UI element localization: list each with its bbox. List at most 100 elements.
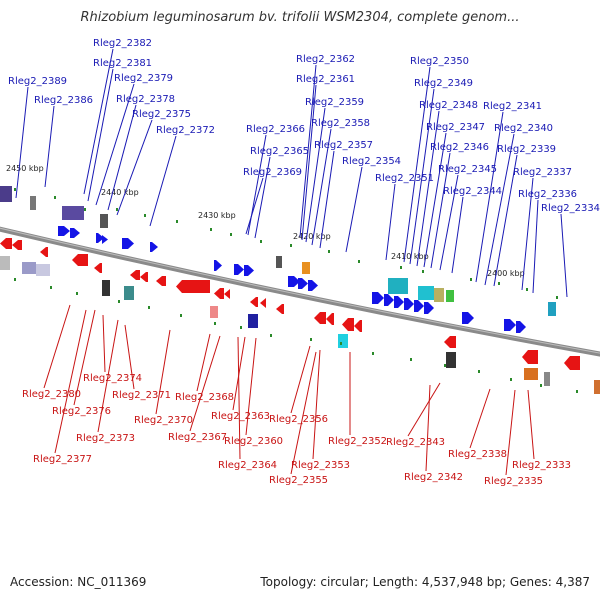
forward-gene-feature[interactable] (150, 242, 158, 252)
gene-box-feature[interactable] (210, 306, 218, 318)
gene-label-rleg2-2348[interactable]: Rleg2_2348 (419, 100, 478, 111)
reverse-gene-feature[interactable] (564, 356, 580, 370)
gene-label-rleg2-2351[interactable]: Rleg2_2351 (375, 173, 434, 184)
gene-label-rleg2-2349[interactable]: Rleg2_2349 (414, 78, 473, 89)
gene-box-feature[interactable] (30, 196, 36, 210)
gene-label-rleg2-2360[interactable]: Rleg2_2360 (224, 436, 283, 447)
gene-label-rleg2-2370[interactable]: Rleg2_2370 (134, 415, 193, 426)
gene-box-feature[interactable] (338, 334, 348, 348)
reverse-gene-feature[interactable] (130, 270, 140, 280)
forward-gene-feature[interactable] (244, 265, 254, 276)
gene-box-feature[interactable] (544, 372, 550, 386)
gene-label-rleg2-2341[interactable]: Rleg2_2341 (483, 101, 542, 112)
reverse-gene-feature[interactable] (276, 304, 284, 314)
gene-label-rleg2-2335[interactable]: Rleg2_2335 (484, 476, 543, 487)
reverse-gene-feature[interactable] (522, 350, 538, 364)
gene-label-rleg2-2381[interactable]: Rleg2_2381 (93, 58, 152, 69)
reverse-gene-feature[interactable] (94, 263, 102, 273)
forward-gene-feature[interactable] (58, 226, 70, 236)
forward-gene-feature[interactable] (394, 296, 404, 308)
reverse-gene-feature[interactable] (224, 289, 230, 299)
gene-label-rleg2-2380[interactable]: Rleg2_2380 (22, 389, 81, 400)
gene-label-rleg2-2347[interactable]: Rleg2_2347 (426, 122, 485, 133)
gene-label-rleg2-2350[interactable]: Rleg2_2350 (410, 56, 469, 67)
forward-gene-feature[interactable] (102, 235, 108, 244)
gene-label-rleg2-2340[interactable]: Rleg2_2340 (494, 123, 553, 134)
gene-label-rleg2-2353[interactable]: Rleg2_2353 (291, 460, 350, 471)
gene-label-rleg2-2377[interactable]: Rleg2_2377 (33, 454, 92, 465)
gene-label-rleg2-2369[interactable]: Rleg2_2369 (243, 167, 302, 178)
gene-label-rleg2-2382[interactable]: Rleg2_2382 (93, 38, 152, 49)
forward-gene-feature[interactable] (414, 300, 424, 312)
forward-gene-feature[interactable] (214, 260, 222, 271)
gene-box-feature[interactable] (446, 352, 456, 368)
gene-box-feature[interactable] (276, 256, 282, 268)
gene-label-rleg2-2364[interactable]: Rleg2_2364 (218, 460, 277, 471)
gene-label-rleg2-2333[interactable]: Rleg2_2333 (512, 460, 571, 471)
reverse-gene-feature[interactable] (342, 318, 354, 331)
forward-gene-feature[interactable] (462, 312, 474, 324)
forward-gene-feature[interactable] (516, 321, 526, 333)
gene-label-rleg2-2362[interactable]: Rleg2_2362 (296, 54, 355, 65)
reverse-gene-feature[interactable] (260, 298, 266, 308)
gene-box-feature[interactable] (594, 380, 600, 394)
gene-box-feature[interactable] (100, 214, 108, 228)
forward-gene-feature[interactable] (372, 292, 384, 304)
gene-label-rleg2-2386[interactable]: Rleg2_2386 (34, 95, 93, 106)
forward-gene-feature[interactable] (122, 238, 134, 249)
forward-gene-feature[interactable] (288, 276, 300, 287)
reverse-gene-feature[interactable] (12, 240, 22, 250)
reverse-gene-feature[interactable] (326, 313, 334, 325)
gene-label-rleg2-2334[interactable]: Rleg2_2334 (541, 203, 600, 214)
forward-gene-feature[interactable] (234, 264, 244, 275)
gene-label-rleg2-2379[interactable]: Rleg2_2379 (114, 73, 173, 84)
gene-box-feature[interactable] (248, 314, 258, 328)
reverse-gene-feature[interactable] (140, 272, 148, 282)
gene-label-rleg2-2367[interactable]: Rleg2_2367 (168, 432, 227, 443)
gene-label-rleg2-2344[interactable]: Rleg2_2344 (443, 186, 502, 197)
reverse-gene-feature[interactable] (214, 288, 224, 299)
gene-box-feature[interactable] (388, 278, 408, 294)
gene-label-rleg2-2356[interactable]: Rleg2_2356 (269, 414, 328, 425)
gene-label-rleg2-2373[interactable]: Rleg2_2373 (76, 433, 135, 444)
reverse-gene-feature[interactable] (314, 312, 326, 324)
gene-label-rleg2-2368[interactable]: Rleg2_2368 (175, 392, 234, 403)
reverse-gene-feature[interactable] (250, 297, 258, 307)
gene-label-rleg2-2352[interactable]: Rleg2_2352 (328, 436, 387, 447)
gene-label-rleg2-2375[interactable]: Rleg2_2375 (132, 109, 191, 120)
gene-label-rleg2-2363[interactable]: Rleg2_2363 (211, 411, 270, 422)
gene-label-rleg2-2338[interactable]: Rleg2_2338 (448, 449, 507, 460)
gene-box-feature[interactable] (524, 368, 538, 380)
gene-label-rleg2-2343[interactable]: Rleg2_2343 (386, 437, 445, 448)
gene-label-rleg2-2365[interactable]: Rleg2_2365 (250, 146, 309, 157)
gene-label-rleg2-2355[interactable]: Rleg2_2355 (269, 475, 328, 486)
gene-box-feature[interactable] (36, 264, 50, 276)
gene-box-feature[interactable] (302, 262, 310, 274)
gene-label-rleg2-2366[interactable]: Rleg2_2366 (246, 124, 305, 135)
gene-label-rleg2-2357[interactable]: Rleg2_2357 (314, 140, 373, 151)
reverse-gene-feature[interactable] (0, 238, 12, 249)
reverse-gene-feature[interactable] (72, 254, 88, 266)
gene-label-rleg2-2354[interactable]: Rleg2_2354 (342, 156, 401, 167)
gene-box-feature[interactable] (548, 302, 556, 316)
gene-box-feature[interactable] (0, 256, 10, 270)
forward-gene-feature[interactable] (384, 294, 394, 306)
gene-label-rleg2-2374[interactable]: Rleg2_2374 (83, 373, 142, 384)
gene-label-rleg2-2346[interactable]: Rleg2_2346 (430, 142, 489, 153)
gene-box-feature[interactable] (102, 280, 110, 296)
gene-box-feature[interactable] (124, 286, 134, 300)
gene-label-rleg2-2336[interactable]: Rleg2_2336 (518, 189, 577, 200)
forward-gene-feature[interactable] (404, 298, 414, 310)
reverse-gene-feature[interactable] (444, 336, 456, 348)
gene-label-rleg2-2342[interactable]: Rleg2_2342 (404, 472, 463, 483)
gene-label-rleg2-2378[interactable]: Rleg2_2378 (116, 94, 175, 105)
gene-box-feature[interactable] (22, 262, 36, 274)
gene-label-rleg2-2372[interactable]: Rleg2_2372 (156, 125, 215, 136)
gene-label-rleg2-2376[interactable]: Rleg2_2376 (52, 406, 111, 417)
reverse-gene-feature[interactable] (40, 247, 48, 257)
forward-gene-feature[interactable] (70, 228, 80, 238)
gene-box-feature[interactable] (434, 288, 444, 302)
gene-label-rleg2-2337[interactable]: Rleg2_2337 (513, 167, 572, 178)
gene-box-feature[interactable] (446, 290, 454, 302)
gene-label-rleg2-2345[interactable]: Rleg2_2345 (438, 164, 497, 175)
